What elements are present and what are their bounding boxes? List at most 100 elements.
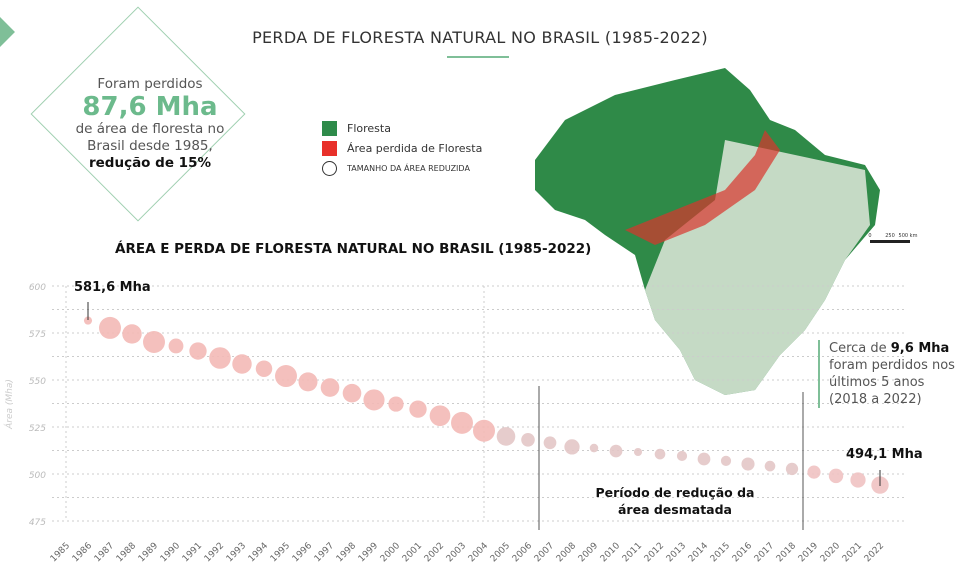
x-tick-label: 1989 [137,541,160,564]
note-pre: Cerca de [829,341,891,356]
x-tick-label: 2000 [379,541,402,564]
note-last-5-years: Cerca de 9,6 Mha foram perdidos nos últi… [818,340,959,408]
y-axis-label: Área (Mha) [3,379,15,430]
scale-label-500: 500 km [899,233,918,239]
data-point [697,452,711,466]
data-point [828,468,844,484]
x-tick-label: 1986 [71,541,94,564]
data-point [654,448,666,460]
x-tick-label: 1992 [203,541,226,564]
data-point [850,472,866,488]
y-tick-label: 525 [29,424,46,434]
annotation-end: 494,1 Mha [846,447,923,462]
callout-line1: Foram perdidos [97,76,203,92]
data-point [496,427,516,446]
x-tick-label: 2010 [599,541,622,564]
callout-text: Foram perdidos 87,6 Mha de área de flore… [70,76,230,172]
x-tick-label: 1994 [247,541,270,564]
legend-label: Floresta [347,121,391,135]
data-point [564,439,580,455]
page-title: PERDA DE FLORESTA NATURAL NO BRASIL (198… [252,28,708,47]
map-cleared [645,140,870,395]
x-tick-label: 2008 [555,541,578,564]
x-tick-label: 1997 [313,541,336,564]
data-point [168,338,184,354]
y-tick-label: 550 [29,377,46,387]
x-tick-label: 2007 [533,541,556,564]
note-rest: foram perdidos nos últimos 5 anos (2018 … [829,358,955,407]
data-point [473,419,495,442]
x-tick-label: 2013 [665,541,688,564]
data-point [342,383,362,403]
x-tick-label: 1993 [225,541,248,564]
x-tick-label: 1988 [115,541,138,564]
data-point [189,342,207,360]
data-point [676,450,688,462]
x-tick-label: 2006 [511,541,534,564]
scale-label-250: 250 [885,233,895,239]
data-point [232,354,252,374]
x-tick-label: 2005 [489,541,512,564]
data-point [807,465,821,479]
data-point [521,433,535,447]
x-tick-label: 2017 [753,541,776,564]
data-point [633,447,643,457]
legend-swatch [322,120,337,136]
data-point [785,462,799,476]
data-point [543,436,557,450]
data-point [99,316,121,339]
callout-line2: de área de floresta no Brasil desde 1985… [75,121,225,154]
x-tick-label: 2014 [687,541,710,564]
x-tick-label: 1995 [269,541,292,564]
x-tick-label: 1991 [181,541,204,564]
legend-label: TAMANHO DA ÁREA REDUZIDA [347,163,470,173]
x-tick-label: 1998 [335,541,358,564]
y-tick-label: 500 [29,471,46,481]
data-point [363,389,385,411]
y-tick-label: 475 [29,518,46,528]
callout-bold: redução de 15% [88,155,211,171]
data-point [209,347,231,369]
data-point [255,360,273,377]
data-point [409,400,427,418]
x-tick-label: 1985 [49,541,72,564]
legend-item-forest: Floresta [322,118,482,138]
chart-title: ÁREA E PERDA DE FLORESTA NATURAL NO BRAS… [115,241,592,257]
data-point [122,324,142,344]
x-tick-label: 1996 [291,541,314,564]
scale-label-0: 0 [868,233,871,239]
legend-label: Área perdida de Floresta [347,141,483,155]
period-label: Período de redução da área desmatada [595,485,755,517]
x-tick-label: 2016 [731,541,754,564]
data-point [720,455,732,466]
x-tick-label: 2018 [775,541,798,564]
note-bold: 9,6 Mha [890,341,950,356]
data-point [143,331,165,354]
data-point [451,411,473,434]
x-tick-label: 1999 [357,541,380,564]
x-tick-label: 1990 [159,541,182,564]
y-tick-label: 600 [29,283,46,293]
x-tick-label: 2020 [819,541,842,564]
legend-item-size: TAMANHO DA ÁREA REDUZIDA [322,158,482,178]
x-tick-label: 2002 [423,541,446,564]
annotation-start: 581,6 Mha [74,280,151,295]
data-point [83,316,93,325]
title-underline [447,56,509,58]
x-tick-label: 2011 [621,541,644,564]
x-tick-label: 2004 [467,541,490,564]
legend-swatch [322,140,337,156]
x-tick-label: 2001 [401,541,424,564]
data-point [609,444,623,458]
x-tick-label: 2015 [709,541,732,564]
circle-icon [322,160,337,176]
x-tick-label: 2012 [643,541,666,564]
scale-bar [870,240,910,243]
data-point [320,378,340,397]
brazil-map: 0 250 500 km [535,68,918,395]
data-point [429,405,451,427]
x-tick-label: 2019 [797,541,820,564]
callout-value: 87,6 Mha [82,92,218,122]
